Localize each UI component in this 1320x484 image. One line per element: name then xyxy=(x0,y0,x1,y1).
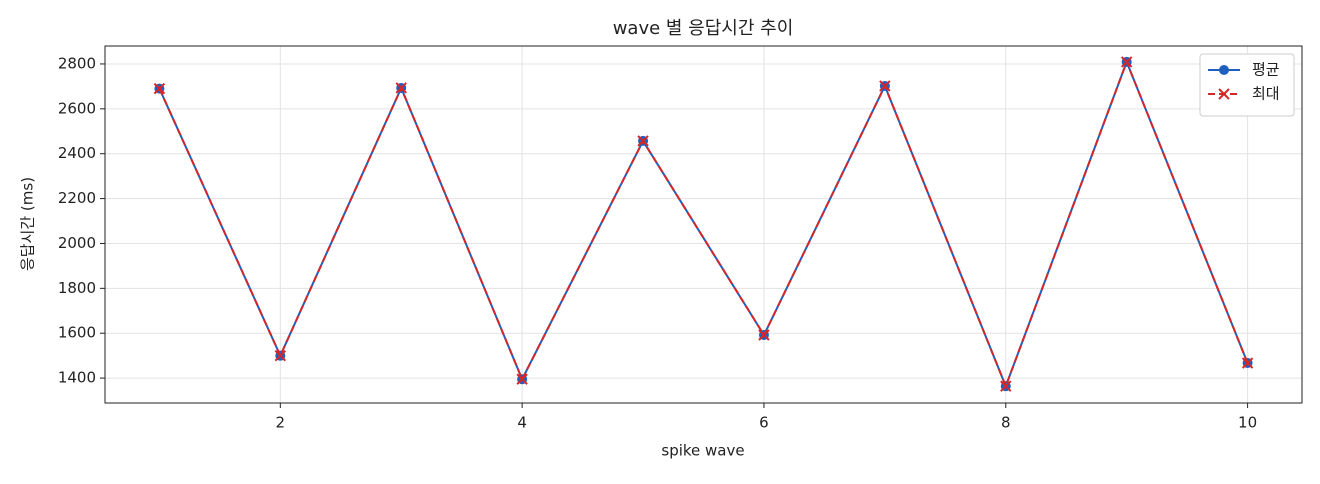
marker xyxy=(637,135,649,147)
y-tick-label: 2000 xyxy=(58,234,96,252)
marker xyxy=(1218,88,1230,100)
x-tick-label: 8 xyxy=(1001,414,1011,432)
plot-frame xyxy=(104,45,1303,404)
marker xyxy=(1000,380,1012,392)
y-tick-label: 1600 xyxy=(58,324,96,342)
series-line xyxy=(158,59,1249,389)
marker xyxy=(395,82,407,94)
x-tick-label: 10 xyxy=(1238,414,1257,432)
marker xyxy=(758,329,770,341)
marker xyxy=(516,373,528,385)
marker xyxy=(274,349,287,362)
y-tick-label: 1800 xyxy=(58,279,96,297)
marker xyxy=(1120,56,1133,68)
x-axis-label: spike wave xyxy=(661,442,744,460)
marker xyxy=(879,80,891,92)
x-tick-label: 6 xyxy=(759,414,769,432)
series-line xyxy=(158,59,1249,389)
legend-label: 평균 xyxy=(1252,61,1280,79)
y-tick-label: 2600 xyxy=(58,99,96,117)
marker xyxy=(153,82,166,95)
x-tick-label: 2 xyxy=(276,414,286,432)
legend-label: 최대 xyxy=(1252,85,1280,103)
y-tick-label: 2400 xyxy=(58,144,96,162)
y-axis-label: 응답시간 (ms) xyxy=(19,177,37,271)
y-tick-label: 2200 xyxy=(58,189,96,207)
x-tick-label: 4 xyxy=(517,414,527,432)
chart-title: wave 별 응답시간 추이 xyxy=(613,18,794,39)
marker xyxy=(1219,65,1229,75)
marker xyxy=(1241,357,1254,369)
legend-box xyxy=(1199,53,1295,117)
y-tick-label: 1400 xyxy=(58,369,96,387)
y-tick-label: 2800 xyxy=(58,54,96,72)
